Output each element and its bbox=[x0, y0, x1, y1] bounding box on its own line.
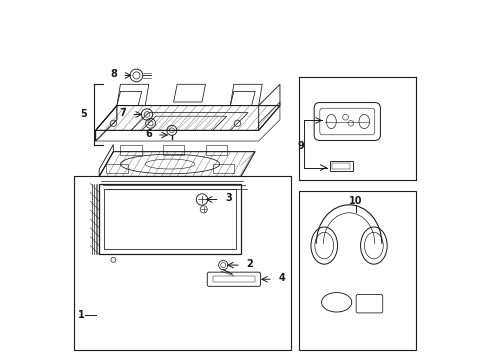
Text: 5: 5 bbox=[80, 109, 86, 120]
Text: 3: 3 bbox=[224, 193, 231, 203]
Text: 1: 1 bbox=[78, 310, 84, 320]
Text: 2: 2 bbox=[246, 259, 252, 269]
Text: 10: 10 bbox=[349, 196, 362, 206]
Text: 9: 9 bbox=[297, 141, 304, 151]
Bar bbox=[205, 145, 226, 155]
Bar bbox=[120, 145, 142, 155]
Bar bbox=[212, 276, 255, 282]
Bar bbox=[329, 161, 352, 171]
Bar bbox=[106, 164, 127, 173]
Bar bbox=[212, 164, 233, 173]
Text: 8: 8 bbox=[110, 69, 117, 79]
Bar bbox=[104, 189, 235, 249]
Bar bbox=[299, 191, 416, 350]
Text: 7: 7 bbox=[120, 108, 126, 118]
Text: 4: 4 bbox=[278, 273, 285, 283]
Bar bbox=[331, 163, 350, 169]
Text: 6: 6 bbox=[145, 129, 152, 139]
Bar bbox=[74, 176, 290, 350]
Bar bbox=[99, 184, 241, 255]
Bar bbox=[163, 145, 184, 155]
